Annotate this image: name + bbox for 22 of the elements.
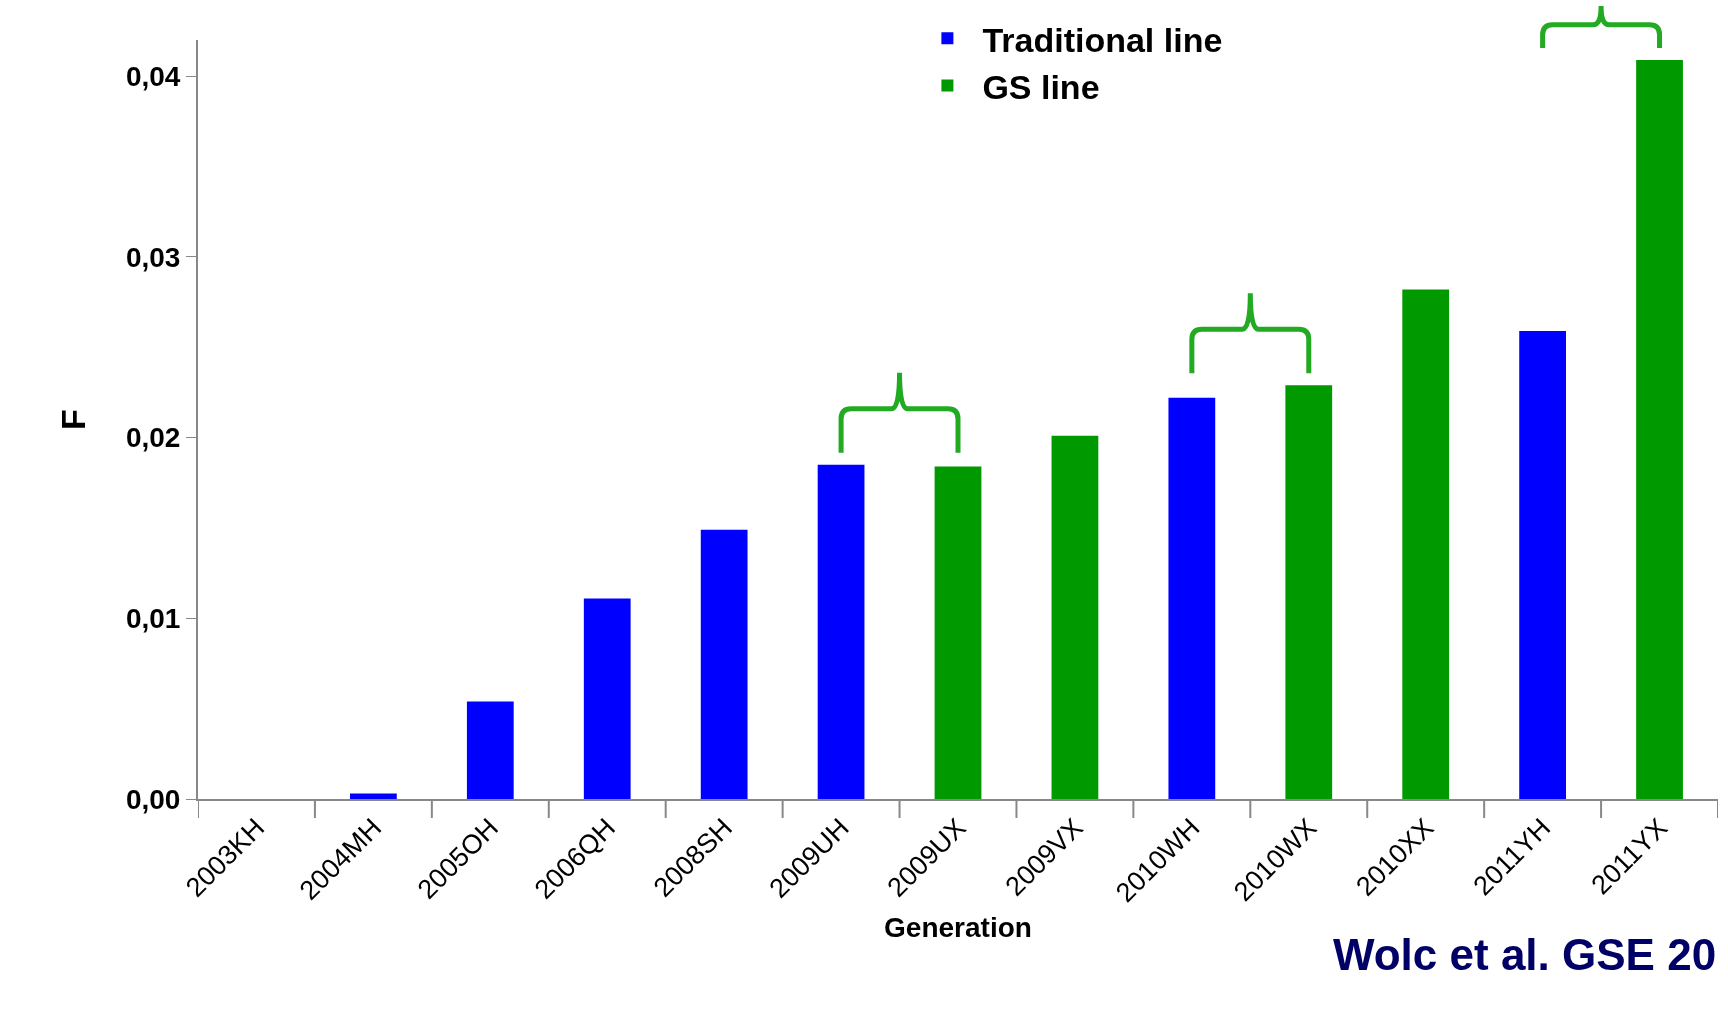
bar (1051, 435, 1099, 799)
x-axis-title: Generation (884, 911, 1032, 943)
y-axis-title: F (54, 409, 92, 430)
bar (817, 464, 865, 799)
y-tick-label: 0,04 (125, 60, 181, 92)
bar (1168, 397, 1216, 799)
bar (1519, 330, 1566, 799)
bar (700, 529, 748, 799)
legend-label: GS line (982, 67, 1100, 106)
y-tick-label: 0,00 (125, 783, 181, 815)
bar (1285, 385, 1333, 799)
bar (583, 598, 631, 799)
bar (466, 701, 514, 799)
y-tick-label: 0,03 (125, 241, 181, 273)
y-tick-label: 0,01 (125, 603, 181, 635)
bar (1636, 59, 1683, 799)
bar (1402, 289, 1450, 799)
legend-label: Traditional line (982, 20, 1223, 59)
text: Wolc et al. GSE 20 (1333, 930, 1717, 979)
bar (350, 793, 397, 799)
y-tick-label: 0,02 (125, 422, 181, 454)
bar (934, 466, 982, 799)
